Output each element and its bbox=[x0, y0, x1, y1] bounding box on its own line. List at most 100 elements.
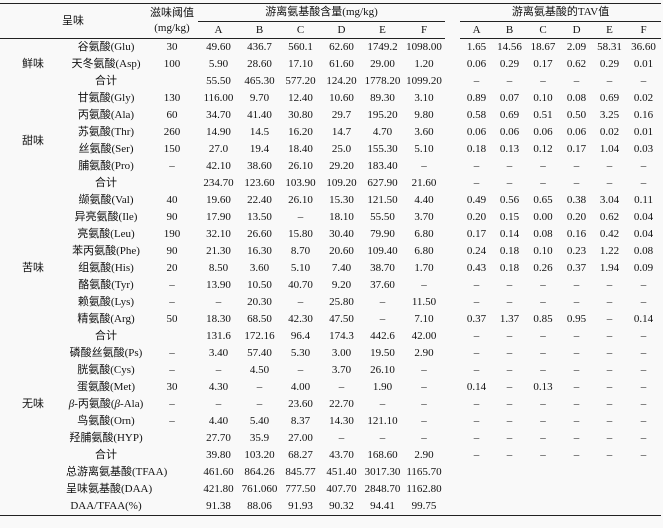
taste-threshold bbox=[146, 73, 198, 90]
content-value-d: 90.32 bbox=[321, 498, 362, 516]
tav-value-b: 0.15 bbox=[499, 211, 520, 223]
content-value-c: 577.20 bbox=[285, 75, 316, 87]
taste-group-empty bbox=[0, 498, 66, 516]
content-value-f: 3.70 bbox=[414, 211, 434, 223]
tav-value-f: – bbox=[640, 364, 647, 376]
column-spacer bbox=[445, 192, 460, 209]
content-value-d: – bbox=[338, 432, 345, 444]
content-value-f: – bbox=[421, 415, 427, 427]
content-value-c: 18.40 bbox=[288, 143, 313, 155]
content-value-e: 55.50 bbox=[370, 211, 395, 223]
content-value-d: 47.50 bbox=[329, 313, 354, 325]
content-value-d: 18.10 bbox=[329, 211, 354, 223]
tav-value-c: 0.65 bbox=[533, 194, 553, 206]
content-value-b: 20.30 bbox=[247, 296, 272, 308]
content-value-a: 116.00 bbox=[203, 92, 234, 104]
column-spacer bbox=[445, 260, 460, 277]
tav-value-e: 3.25 bbox=[599, 109, 620, 121]
content-value-b: 864.26 bbox=[244, 466, 275, 478]
table-row: 苯丙氨酸(Phe) 90 21.30 16.30 8.70 20.60 109.40 6.80… bbox=[0, 243, 661, 260]
table-row: 无味 磷酸丝氨酸(Ps) – 3.40 57.40 5.30 3.00 19.50 2.90 – –… bbox=[0, 345, 661, 410]
header-content-sample-a: A bbox=[198, 21, 239, 39]
content-value-a: – bbox=[215, 364, 222, 376]
tav-value-e: 0.02 bbox=[599, 126, 620, 138]
content-value-d: 43.70 bbox=[329, 449, 354, 461]
content-value-b: – bbox=[256, 381, 263, 393]
tav-value-a: – bbox=[473, 398, 480, 410]
tav-value-f: 0.16 bbox=[633, 109, 654, 121]
tav-value-c: 0.10 bbox=[533, 245, 553, 257]
tav-value-b: 0.06 bbox=[499, 126, 520, 138]
content-value-f: – bbox=[421, 432, 427, 444]
content-value-c: 42.30 bbox=[288, 313, 313, 325]
amino-acid-name: 总游离氨基酸(TFAA) bbox=[66, 466, 168, 478]
tav-value-f: 0.08 bbox=[633, 245, 654, 257]
taste-threshold: 130 bbox=[163, 92, 181, 104]
tav-value-f: – bbox=[640, 347, 647, 359]
tav-value-e: – bbox=[606, 381, 613, 393]
taste-threshold: 190 bbox=[163, 228, 181, 240]
tav-value-a: – bbox=[473, 330, 480, 342]
taste-threshold: 260 bbox=[163, 126, 181, 138]
content-value-b: 68.50 bbox=[247, 313, 272, 325]
tav-value-e: – bbox=[606, 347, 613, 359]
taste-group-label: 苦味 bbox=[22, 262, 44, 274]
table-row: 组氨酸(His) 20 8.50 3.60 5.10 7.40 38.70 1.70 0.43 0… bbox=[0, 260, 661, 277]
taste-threshold bbox=[146, 175, 198, 192]
content-value-e: 37.60 bbox=[370, 279, 395, 291]
content-value-e: 1749.2 bbox=[367, 41, 398, 53]
tav-value-c: – bbox=[540, 398, 546, 410]
taste-threshold: – bbox=[169, 279, 175, 291]
content-value-e: 38.70 bbox=[370, 262, 395, 274]
tav-value-b: – bbox=[506, 279, 513, 291]
content-value-e: 195.20 bbox=[367, 109, 398, 121]
tav-value-b: – bbox=[506, 330, 513, 342]
content-value-d: 407.70 bbox=[326, 483, 357, 495]
content-value-c: – bbox=[297, 296, 304, 308]
table-row: 甜味 甘氨酸(Gly) 130 116.00 9.70 12.40 10.60 89.30 3.… bbox=[0, 90, 661, 147]
content-value-d: 29.20 bbox=[329, 160, 354, 172]
column-spacer bbox=[445, 379, 460, 396]
tav-value-f: – bbox=[640, 449, 647, 461]
tav-value-b: – bbox=[506, 398, 513, 410]
content-value-a: 461.60 bbox=[203, 466, 234, 478]
tav-value-a: 0.24 bbox=[466, 245, 487, 257]
tav-value-d: 0.23 bbox=[566, 245, 587, 257]
tav-value-d: – bbox=[573, 432, 580, 444]
amino-acid-name: 合计 bbox=[95, 177, 117, 189]
taste-threshold: – bbox=[169, 415, 175, 427]
content-value-f: 1165.70 bbox=[406, 466, 442, 478]
tav-value-d: – bbox=[573, 279, 580, 291]
content-value-c: 17.10 bbox=[288, 58, 313, 70]
tav-value-e: 0.62 bbox=[599, 211, 620, 223]
tav-value-d: – bbox=[573, 177, 580, 189]
taste-threshold: 20 bbox=[166, 262, 178, 274]
content-value-e: 121.10 bbox=[367, 415, 398, 427]
table-row: 酪氨酸(Tyr) – 13.90 10.50 40.70 9.20 37.60 – – – – – – – bbox=[0, 277, 661, 294]
taste-threshold: – bbox=[169, 296, 175, 308]
amino-acid-name: 胱氨酸(Cys) bbox=[77, 364, 135, 376]
tav-value-f: – bbox=[640, 415, 647, 427]
tav-value-b: 0.14 bbox=[499, 228, 520, 240]
amino-acid-name: 甘氨酸(Gly) bbox=[77, 92, 135, 104]
content-value-c: 91.93 bbox=[280, 498, 321, 516]
amino-acid-name: 谷氨酸(Glu) bbox=[77, 41, 135, 53]
content-value-b: 10.50 bbox=[247, 279, 272, 291]
content-value-a: 27.0 bbox=[208, 143, 229, 155]
column-spacer bbox=[445, 141, 460, 158]
content-value-c: 27.00 bbox=[288, 432, 313, 444]
taste-threshold bbox=[146, 328, 198, 345]
tav-value-c: – bbox=[540, 279, 546, 291]
header-content-sample-b: B bbox=[239, 21, 280, 39]
tav-value-e bbox=[593, 464, 626, 481]
content-value-a: – bbox=[215, 296, 222, 308]
tav-value-e: – bbox=[606, 415, 613, 427]
taste-threshold bbox=[146, 498, 198, 516]
content-value-c: – bbox=[297, 211, 304, 223]
tav-value-f: – bbox=[640, 75, 647, 87]
column-spacer bbox=[445, 175, 460, 192]
amino-acid-name-text: β-丙氨酸(β-Ala) bbox=[68, 398, 144, 410]
header-spacer bbox=[445, 22, 460, 39]
column-spacer bbox=[445, 396, 460, 413]
tav-value-c: 0.10 bbox=[533, 92, 553, 104]
